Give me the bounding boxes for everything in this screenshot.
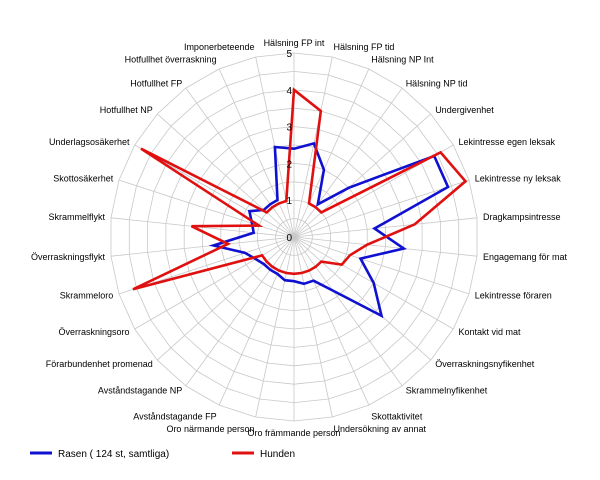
series-line-2 — [132, 87, 468, 291]
category-label: Underlagsosäkerhet — [49, 137, 130, 147]
grid-spoke — [255, 236, 295, 418]
grid-spoke — [293, 113, 431, 238]
category-label: Hälsning NP tid — [406, 78, 468, 88]
grid-spoke — [185, 87, 295, 238]
category-label: Skrammelflykt — [48, 212, 105, 222]
tick-label: 4 — [286, 86, 292, 97]
category-label: Imponerbeteende — [184, 42, 255, 52]
category-label: Skottosäkerhet — [53, 173, 114, 183]
grid-spoke — [293, 236, 478, 257]
category-label: Undergivenhet — [435, 105, 494, 115]
grid-spoke — [218, 236, 295, 406]
category-label: Hotfullhet FP — [130, 78, 182, 88]
legend: Rasen ( 124 st, samtliga) Hunden — [30, 449, 295, 460]
grid-spoke — [293, 87, 403, 238]
tick-label: 5 — [286, 49, 292, 60]
category-label: Hotfullhet överraskning — [125, 54, 217, 64]
grid-spoke — [293, 56, 333, 238]
tick-label: 1 — [286, 196, 292, 207]
category-label: Lekintresse egen leksak — [459, 137, 556, 147]
grid-spoke — [157, 113, 295, 238]
radial-ticks: 0 1 2 3 4 5 — [286, 49, 292, 244]
category-label: Hälsning FP int — [264, 38, 325, 48]
category-label: Avståndstagande FP — [133, 412, 216, 422]
category-label: Dragkampsintresse — [483, 212, 561, 222]
category-label: Förarbundenhet promenad — [46, 359, 153, 369]
grid-spoke — [293, 236, 333, 418]
category-label: Skrammelnyfikenhet — [406, 386, 488, 396]
category-label: Avståndstagande NP — [98, 386, 182, 396]
category-label: Överraskningsoro — [58, 327, 129, 337]
grid-spoke — [293, 236, 431, 361]
grid-spoke — [293, 236, 370, 406]
category-label: Hotfullhet NP — [100, 105, 153, 115]
tick-label: 0 — [286, 233, 292, 244]
radar-series — [132, 87, 468, 319]
category-label: Oro närmande person — [166, 424, 254, 434]
category-label: Kontakt vid mat — [459, 327, 522, 337]
category-label: Undersökning av annat — [334, 424, 427, 434]
tick-label: 3 — [286, 123, 292, 134]
category-label: Engagemang för mat — [483, 252, 568, 262]
grid-spoke — [293, 179, 470, 238]
category-label: Lekintresse föraren — [475, 291, 552, 301]
grid-spoke — [293, 236, 470, 295]
category-label: Överraskningsnyfikenhet — [435, 359, 535, 369]
spoke-labels: Hälsning FP int Hälsning FP tid Hälsning N… — [31, 38, 568, 438]
legend-label-2: Hunden — [260, 449, 295, 460]
grid-spoke — [110, 236, 295, 257]
category-label: Hälsning FP tid — [334, 42, 395, 52]
tick-label: 2 — [286, 159, 292, 170]
grid-spoke — [293, 217, 478, 238]
series-line-1 — [208, 141, 450, 319]
category-label: Skottaktivitet — [371, 412, 423, 422]
radar-grid — [110, 52, 478, 422]
grid-spoke — [185, 236, 295, 387]
grid-spoke — [157, 236, 295, 361]
category-label: Lekintresse ny leksak — [475, 173, 562, 183]
category-label: Överraskningsflykt — [31, 252, 106, 262]
grid-spoke — [218, 68, 295, 238]
grid-spoke — [293, 68, 370, 238]
grid-spoke — [134, 236, 295, 330]
grid-spoke — [118, 179, 295, 238]
category-label: Skrammeloro — [60, 291, 114, 301]
category-label: Oro främmande person — [247, 428, 340, 438]
category-label: Hälsning NP Int — [371, 54, 434, 64]
legend-label-1: Rasen ( 124 st, samtliga) — [58, 449, 169, 460]
grid-spoke — [293, 236, 403, 387]
